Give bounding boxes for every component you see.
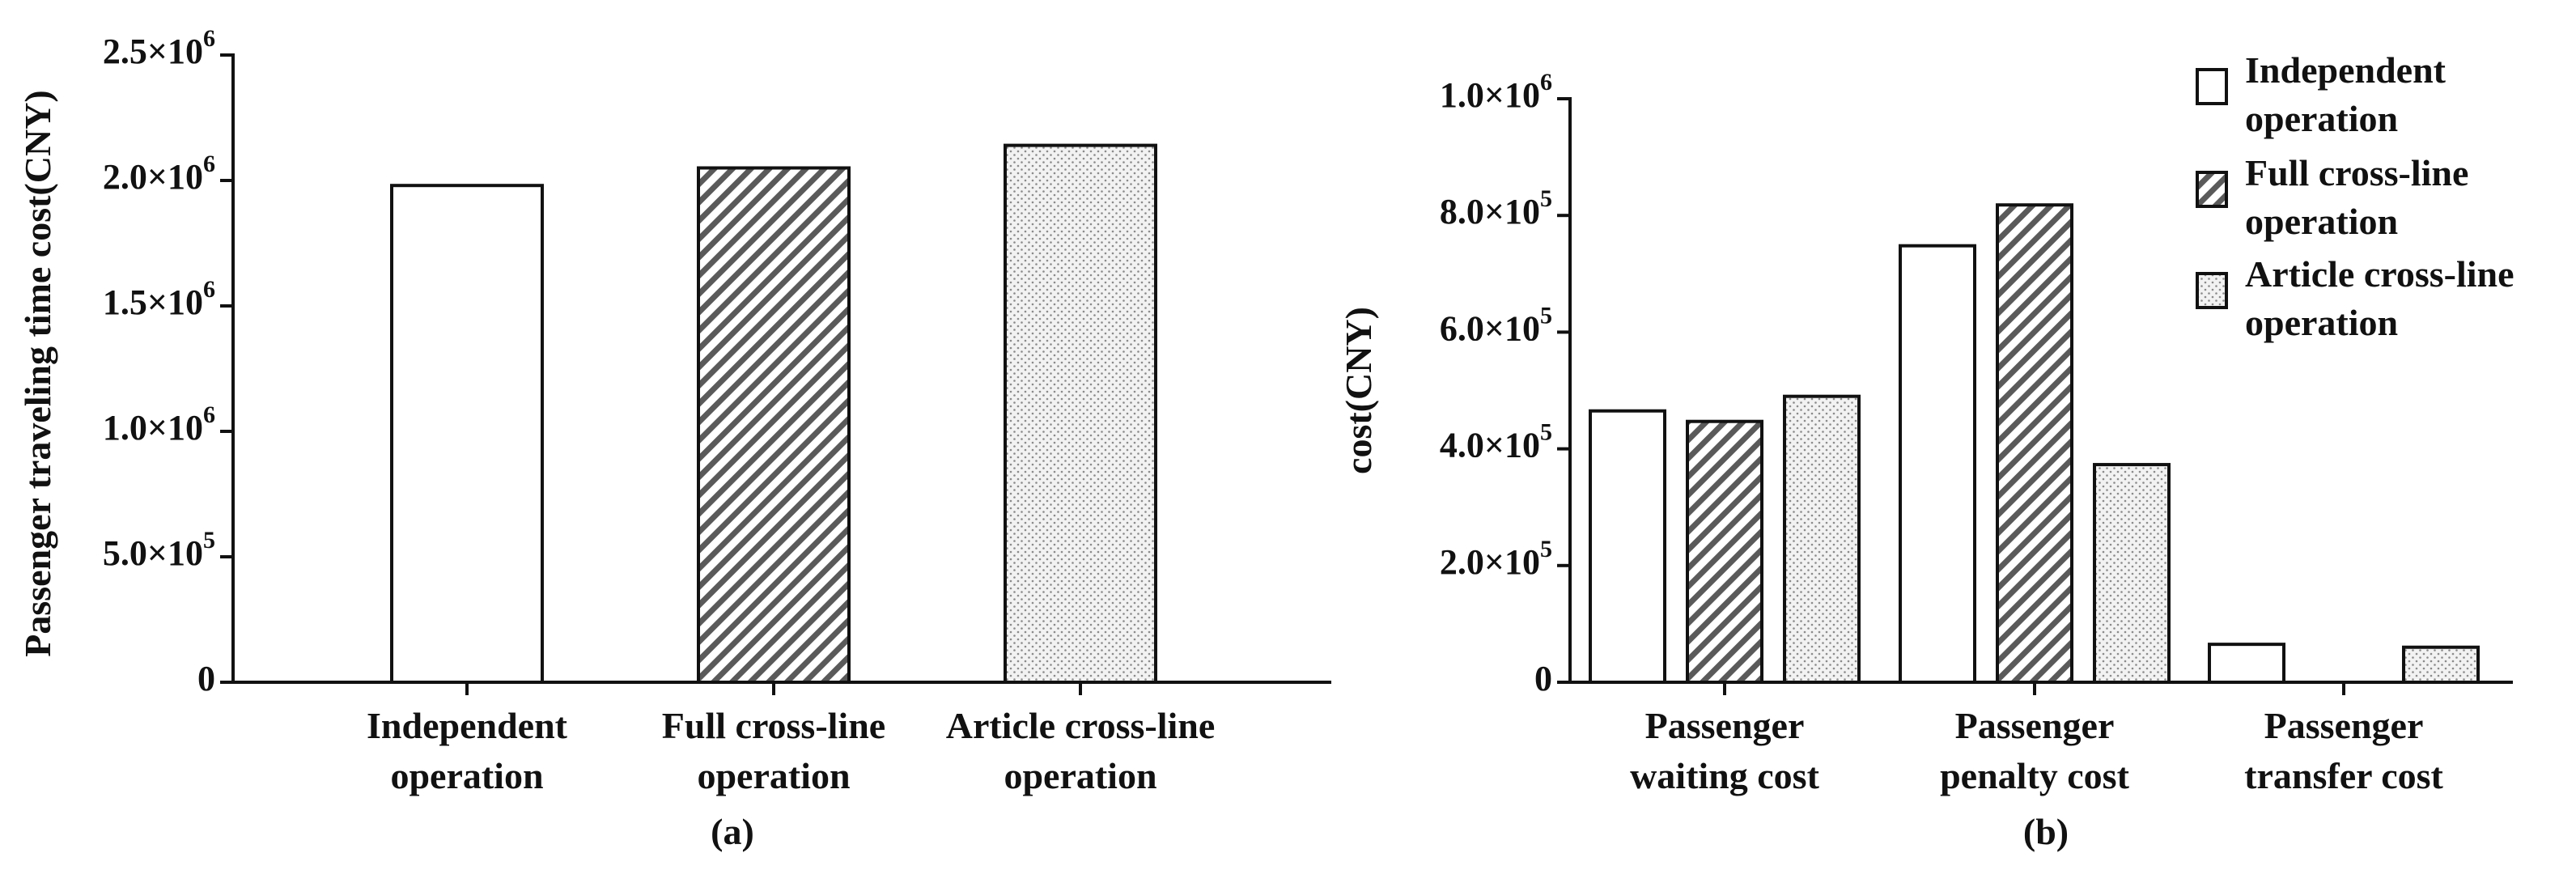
y-tick-label-5: 1.0×106 — [1440, 69, 1552, 115]
bar-1-2 — [2093, 463, 2171, 685]
bar-0-2 — [1783, 394, 1861, 684]
y-axis-label: Passenger traveling time cost(CNY) — [17, 90, 58, 656]
y-tick-label-1: 5.0×105 — [103, 527, 215, 573]
bar-1 — [697, 166, 851, 684]
bar-2-2 — [2402, 645, 2480, 684]
x-tick-label-2: Passenger transfer cost — [2244, 705, 2443, 796]
legend-label-2: Article cross-line operation — [2245, 253, 2514, 343]
bar-0-0 — [1589, 409, 1666, 684]
y-tick-label-5: 2.5×106 — [103, 25, 215, 71]
x-tick-label-0: Independent operation — [367, 705, 568, 796]
bar-2 — [1004, 143, 1157, 685]
y-tick-label-4: 2.0×106 — [103, 151, 215, 197]
y-tick-label-4: 8.0×105 — [1440, 185, 1552, 231]
legend-swatch-0 — [2196, 68, 2228, 105]
y-tick-label-2: 4.0×105 — [1440, 418, 1552, 465]
bar-0-1 — [1686, 419, 1763, 684]
chart-panel-a: 0 5.0×105 1.0×106 1.5×106 2.0×106 2.5×106 Inde… — [17, 25, 1331, 852]
legend-label-0: Independent operation — [2245, 49, 2447, 139]
panel-label-a: (a) — [711, 811, 754, 852]
y-tick-label-0: 0 — [197, 659, 215, 698]
x-tick-label-0: Passenger waiting cost — [1630, 705, 1820, 796]
chart-panel-b: 0 2.0×105 4.0×105 6.0×105 8.0×105 1.0×106 Pass… — [1338, 49, 2514, 852]
y-tick-label-0: 0 — [1534, 659, 1552, 698]
y-tick-label-3: 6.0×105 — [1440, 302, 1552, 348]
x-tick-label-2: Article cross-line operation — [946, 705, 1216, 796]
y-tick-label-2: 1.0×106 — [103, 401, 215, 448]
legend-swatch-1 — [2196, 171, 2228, 208]
legend-label-1: Full cross-line operation — [2245, 152, 2468, 242]
bar-1-1 — [1996, 203, 2073, 685]
y-axis-label: cost(CNY) — [1338, 307, 1379, 474]
x-tick-label-1: Full cross-line operation — [662, 705, 885, 796]
legend-swatch-2 — [2196, 272, 2228, 309]
bar-0 — [390, 184, 544, 684]
y-tick-label-1: 2.0×105 — [1440, 536, 1552, 582]
x-tick-label-1: Passenger penalty cost — [1940, 705, 2130, 796]
bar-2-0 — [2208, 643, 2285, 685]
bar-1-0 — [1899, 244, 1976, 684]
y-tick-label-3: 1.5×106 — [103, 276, 215, 322]
panel-label-b: (b) — [2023, 811, 2069, 852]
